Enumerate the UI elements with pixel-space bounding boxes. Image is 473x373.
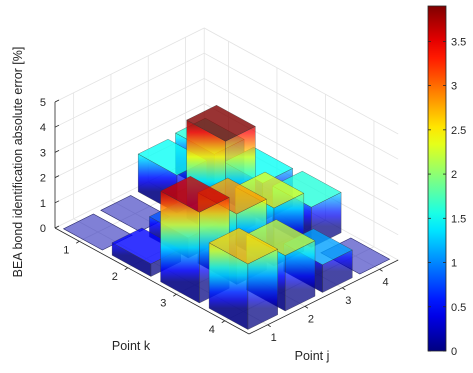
colorbar-gradient [427, 5, 447, 352]
z-tick-label: 2 [40, 173, 46, 185]
k-tick-label: 3 [160, 297, 166, 309]
bar-top [208, 227, 279, 265]
colorbar-tick-label: 2 [451, 169, 457, 181]
k-tick-label: 2 [112, 271, 118, 283]
k-tick-label: 4 [209, 324, 215, 336]
j-tick-label: 3 [345, 295, 351, 307]
k-tick-mark [221, 320, 225, 324]
z-tick-mark [54, 200, 60, 204]
z-tick-mark [54, 225, 60, 229]
j-tick-mark [379, 268, 383, 272]
colorbar: 0 0.5 1 1.5 2 2.5 3 3.5 [427, 5, 466, 358]
bar-top [160, 175, 230, 213]
j-tick-label: 1 [271, 332, 277, 344]
k-tick-mark [173, 293, 177, 297]
z-tick-label: 0 [40, 223, 46, 235]
j-tick-label: 2 [308, 313, 314, 325]
z-tick-label: 3 [40, 147, 46, 159]
z-tick-label: 4 [40, 122, 46, 134]
k-tick-label: 1 [63, 244, 69, 256]
j-tick-mark [267, 324, 271, 328]
colorbar-tick-label: 1 [451, 258, 457, 270]
colorbar-tick-label: 2.5 [451, 125, 466, 137]
j-axis-line [248, 259, 399, 335]
z-tick-mark [54, 124, 60, 128]
x-axis-label: Point j [295, 349, 330, 363]
k-axis-line [54, 227, 250, 335]
j-tick-label: 4 [382, 276, 388, 288]
z-tick-mark [54, 175, 60, 178]
bar-j4-k1 [208, 227, 279, 330]
z-tick-label: 1 [40, 198, 46, 210]
j-tick-mark [342, 287, 346, 291]
z-tick-mark [54, 99, 60, 103]
z-tick-mark [54, 150, 60, 153]
z-tick-label: 5 [40, 97, 46, 109]
colorbar-tick-label: 1.5 [451, 213, 466, 225]
k-tick-mark [124, 267, 128, 271]
colorbar-tick-label: 3.5 [451, 36, 466, 48]
bar-top [186, 104, 256, 142]
colorbar-tick-label: 0 [451, 346, 457, 358]
axes [54, 99, 399, 335]
k-tick-mark [76, 240, 80, 244]
j-tick-mark [304, 305, 309, 309]
colorbar-tick-label: 0.5 [451, 302, 466, 314]
bars-group [62, 104, 391, 330]
y-axis-label: Point k [112, 339, 151, 353]
z-axis-label: BEA bond identification absolute error [… [11, 47, 25, 278]
tick-labels: 0 1 2 3 4 5 1 2 3 4 1 2 3 4 [40, 97, 389, 344]
colorbar-tick-label: 3 [451, 81, 457, 93]
